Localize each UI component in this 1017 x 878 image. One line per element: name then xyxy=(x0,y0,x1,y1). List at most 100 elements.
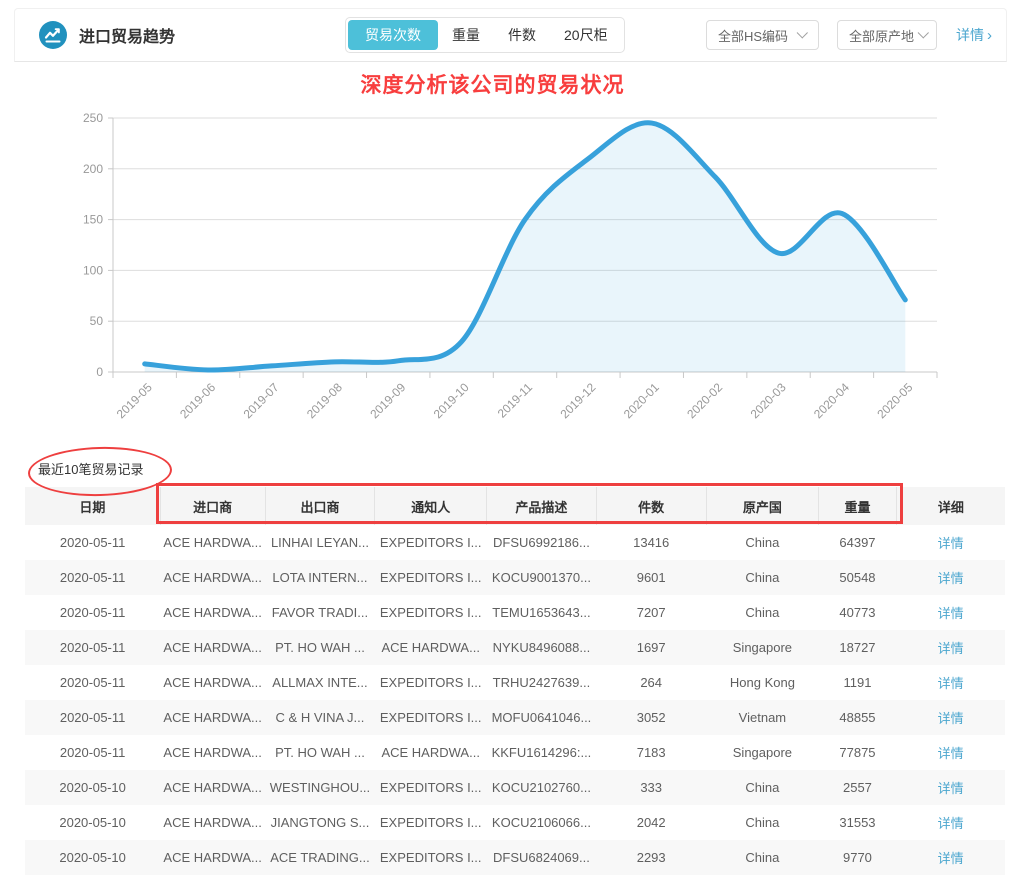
row-detail-link[interactable]: 详情 xyxy=(937,816,964,831)
cell-notify-party: EXPEDITORS I... xyxy=(379,710,482,725)
svg-text:150: 150 xyxy=(83,213,103,227)
svg-text:100: 100 xyxy=(83,263,103,277)
cell-date: 2020-05-11 xyxy=(59,640,126,655)
cell-date: 2020-05-11 xyxy=(59,745,126,760)
cell-notify-party: EXPEDITORS I... xyxy=(379,675,482,690)
cell-exporter: WESTINGHOU... xyxy=(269,780,371,795)
cell-date: 2020-05-11 xyxy=(59,535,126,550)
table-row: 2020-05-11 ACE HARDWA... FAVOR TRADI... … xyxy=(25,595,1005,630)
cell-weight: 9770 xyxy=(842,850,872,865)
cell-detail: 详情 xyxy=(896,595,1005,630)
cell-pieces: 7207 xyxy=(636,605,666,620)
cell-weight: 18727 xyxy=(839,640,876,655)
cell-detail: 详情 xyxy=(896,770,1005,805)
cell-exporter: C & H VINA J... xyxy=(275,710,365,725)
cell-weight: 50548 xyxy=(839,570,876,585)
svg-text:2020-03: 2020-03 xyxy=(748,380,789,421)
cell-product-desc: TRHU2427639... xyxy=(492,675,591,690)
cell-origin-country: Hong Kong xyxy=(729,675,795,690)
cell-weight: 2557 xyxy=(842,780,872,795)
table-row: 2020-05-11 ACE HARDWA... ALLMAX INTE... … xyxy=(25,665,1005,700)
cell-weight: 77875 xyxy=(839,745,876,760)
cell-pieces: 264 xyxy=(640,675,663,690)
table-row: 2020-05-10 ACE HARDWA... ACE TRADING... … xyxy=(25,840,1005,875)
row-detail-link[interactable]: 详情 xyxy=(937,606,964,621)
tab-weight[interactable]: 重量 xyxy=(438,20,494,50)
col-header-importer: 进口商 xyxy=(159,487,266,525)
metric-tab-group: 贸易次数 重量 件数 20尺柜 xyxy=(345,17,625,53)
row-detail-link[interactable]: 详情 xyxy=(937,571,964,586)
cell-importer: ACE HARDWA... xyxy=(163,570,262,585)
cell-origin-country: China xyxy=(745,535,780,550)
cell-notify-party: EXPEDITORS I... xyxy=(379,780,482,795)
cell-weight: 64397 xyxy=(839,535,876,550)
chevron-down-icon xyxy=(917,27,929,39)
cell-product-desc: NYKU8496088... xyxy=(492,640,591,655)
trend-area-chart: 0 50 100 150 200 250 2019-05 2019-06 2019-07 2019… xyxy=(83,111,938,421)
cell-exporter: ALLMAX INTE... xyxy=(272,675,368,690)
cell-importer: ACE HARDWA... xyxy=(163,535,262,550)
svg-text:2019-12: 2019-12 xyxy=(557,380,598,421)
cell-origin-country: China xyxy=(745,605,780,620)
cell-weight: 40773 xyxy=(839,605,876,620)
cell-notify-party: EXPEDITORS I... xyxy=(379,535,482,550)
row-detail-link[interactable]: 详情 xyxy=(937,746,964,761)
col-header-origin-country: 原产国 xyxy=(705,487,819,525)
table-row: 2020-05-11 ACE HARDWA... C & H VINA J...… xyxy=(25,700,1005,735)
cell-detail: 详情 xyxy=(896,560,1005,595)
tab-trade-count[interactable]: 贸易次数 xyxy=(348,20,439,50)
main-content: 深度分析该公司的贸易状况 0 50 100 150 200 250 2019-05 2019-… xyxy=(0,72,1017,875)
cell-detail: 详情 xyxy=(896,735,1005,770)
row-detail-link[interactable]: 详情 xyxy=(937,711,964,726)
cell-exporter: LINHAI LEYAN... xyxy=(270,535,369,550)
cell-detail: 详情 xyxy=(896,525,1005,560)
row-detail-link[interactable]: 详情 xyxy=(937,851,964,866)
tab-pieces[interactable]: 件数 xyxy=(494,20,550,50)
hs-code-dropdown-value: 全部HS编码 xyxy=(718,28,789,44)
cell-notify-party: EXPEDITORS I... xyxy=(379,605,482,620)
cell-detail: 详情 xyxy=(896,665,1005,700)
cell-origin-country: China xyxy=(745,780,780,795)
col-header-product-desc: 产品描述 xyxy=(486,487,597,525)
svg-text:0: 0 xyxy=(96,365,103,379)
tab-20ft-container[interactable]: 20尺柜 xyxy=(550,20,622,50)
cell-detail: 详情 xyxy=(896,700,1005,735)
col-header-date: 日期 xyxy=(25,487,161,525)
cell-notify-party: EXPEDITORS I... xyxy=(379,570,482,585)
row-detail-link[interactable]: 详情 xyxy=(937,641,964,656)
records-section-label: 最近10笔贸易记录 xyxy=(38,462,144,477)
cell-exporter: LOTA INTERN... xyxy=(272,570,368,585)
cell-product-desc: KOCU2106066... xyxy=(491,815,591,830)
cell-exporter: PT. HO WAH ... xyxy=(275,745,365,760)
row-detail-link[interactable]: 详情 xyxy=(937,676,964,691)
table-row: 2020-05-11 ACE HARDWA... LOTA INTERN... … xyxy=(25,560,1005,595)
svg-text:2019-08: 2019-08 xyxy=(304,380,345,421)
row-detail-link[interactable]: 详情 xyxy=(937,536,964,551)
header-detail-link[interactable]: 详情 › xyxy=(956,25,992,45)
cell-importer: ACE HARDWA... xyxy=(163,675,262,690)
cell-date: 2020-05-10 xyxy=(59,850,126,865)
svg-text:50: 50 xyxy=(90,314,104,328)
cell-date: 2020-05-10 xyxy=(59,780,126,795)
origin-dropdown[interactable]: 全部原产地 xyxy=(837,20,937,50)
svg-text:2019-05: 2019-05 xyxy=(114,380,155,421)
svg-text:2020-02: 2020-02 xyxy=(684,380,725,421)
cell-product-desc: DFSU6992186... xyxy=(493,535,590,550)
cell-origin-country: China xyxy=(745,850,780,865)
svg-text:2020-01: 2020-01 xyxy=(621,380,662,421)
cell-pieces: 3052 xyxy=(636,710,666,725)
cell-detail: 详情 xyxy=(896,840,1005,875)
page-title: 进口贸易趋势 xyxy=(79,29,176,46)
records-table-body: 2020-05-11 ACE HARDWA... LINHAI LEYAN...… xyxy=(25,525,1005,875)
cell-weight: 31553 xyxy=(839,815,876,830)
cell-exporter: JIANGTONG S... xyxy=(270,815,370,830)
cell-origin-country: Singapore xyxy=(732,745,793,760)
svg-text:200: 200 xyxy=(83,162,103,176)
header-detail-link-label: 详情 xyxy=(956,27,984,43)
cell-product-desc: TEMU1653643... xyxy=(492,605,591,620)
row-detail-link[interactable]: 详情 xyxy=(937,781,964,796)
table-row: 2020-05-11 ACE HARDWA... PT. HO WAH ... … xyxy=(25,735,1005,770)
hs-code-dropdown[interactable]: 全部HS编码 xyxy=(706,20,819,50)
svg-text:250: 250 xyxy=(83,111,103,125)
cell-notify-party: EXPEDITORS I... xyxy=(379,850,482,865)
